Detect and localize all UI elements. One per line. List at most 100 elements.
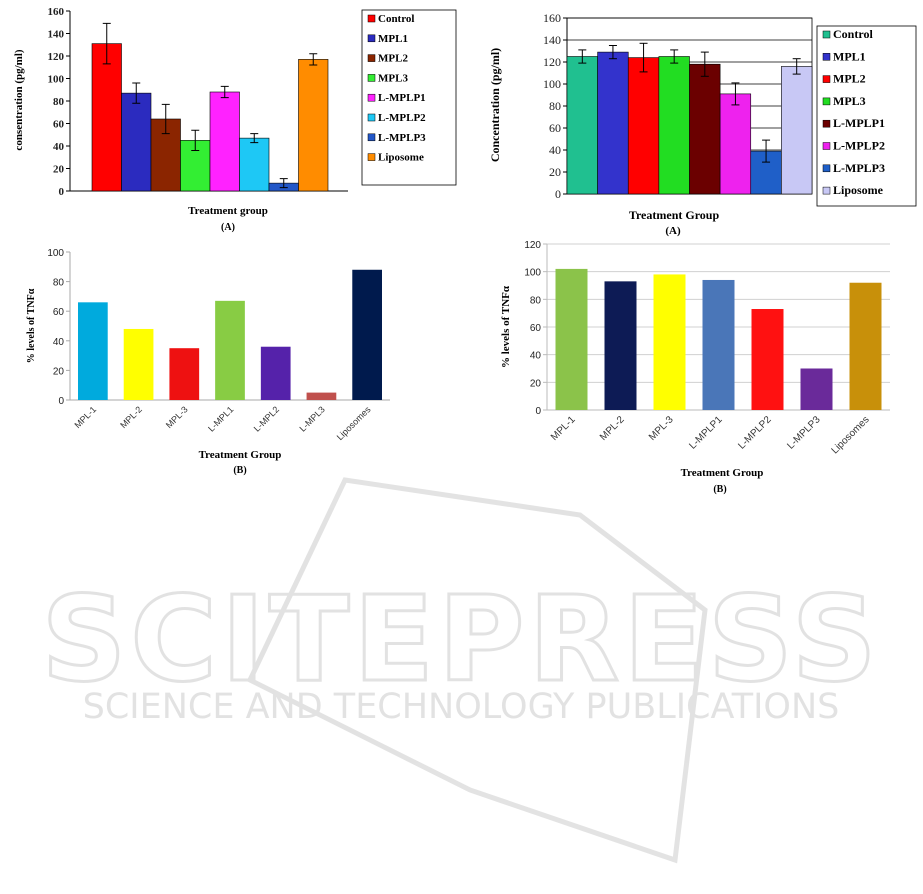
- bar-l-mpl1: [215, 300, 245, 400]
- y-tick-label: 20: [53, 164, 65, 176]
- y-tick-label: 80: [549, 99, 561, 113]
- y-axis-label: % levels of TNFα: [500, 285, 512, 368]
- x-axis-label: Treatment Group: [629, 208, 720, 222]
- bar-l-mplp2: [239, 137, 270, 192]
- legend-swatch: [367, 153, 376, 161]
- bar-mpl1: [597, 51, 629, 195]
- legend-entry: L-MPLP3: [833, 161, 885, 175]
- y-tick-label: 80: [530, 295, 542, 306]
- bar-l-mplp1: [689, 63, 721, 195]
- x-tick-label: L-MPLP2: [736, 414, 774, 452]
- bar-l-mplp1: [209, 91, 240, 192]
- legend-swatch: [367, 74, 376, 82]
- x-tick-label: MPL-2: [598, 414, 627, 443]
- y-tick-label: 60: [530, 323, 542, 334]
- legend-entry: MPL2: [378, 53, 408, 65]
- legend-box: [361, 9, 457, 186]
- legend-box: [816, 25, 917, 207]
- y-tick-label: 0: [59, 186, 65, 198]
- watermark-title: SCITEPRESS: [41, 570, 880, 708]
- x-tick-label: MPL-3: [647, 414, 676, 443]
- chart-caption: (A): [221, 222, 235, 233]
- chart-bottom-right: % levels of TNFα Treatment Group (B) 0 20…: [500, 240, 890, 495]
- y-tick-label: 140: [48, 29, 65, 41]
- bar-l-mplp1: [702, 279, 735, 410]
- bar-l-mplp2: [751, 309, 784, 410]
- y-tick-label: 60: [549, 121, 561, 135]
- legend-swatch: [822, 97, 831, 106]
- x-tick-label: Liposomes: [335, 404, 373, 442]
- bar-mpl1: [121, 92, 152, 192]
- y-tick-label: 20: [530, 378, 542, 389]
- y-tick-label: 80: [53, 278, 65, 289]
- chart-caption: (B): [713, 484, 726, 495]
- legend-entry: MPL3: [833, 94, 866, 108]
- x-axis-label: Treatment group: [188, 205, 268, 217]
- legend-swatch: [822, 75, 831, 83]
- x-tick-label: MPL-1: [72, 404, 98, 430]
- bar-mpl-1: [555, 268, 588, 410]
- x-tick-label: MPL-3: [164, 404, 190, 430]
- chart-caption: (B): [233, 465, 246, 476]
- legend-entry: Liposome: [378, 152, 424, 164]
- legend-swatch: [367, 14, 376, 23]
- y-tick-label: 40: [549, 143, 561, 157]
- y-tick-label: 40: [53, 141, 65, 153]
- watermark: SCITEPRESS SCIENCE AND TECHNOLOGY PUBLIC…: [40, 477, 880, 864]
- x-tick-label: L-MPLP3: [785, 414, 823, 452]
- legend-entry: Control: [378, 13, 414, 25]
- bar-control: [91, 43, 122, 192]
- y-tick-label: 40: [53, 337, 65, 348]
- bar-l-mplp2: [719, 93, 752, 195]
- chart-top-right: Concentration (pg/ml) Treatment Group (A…: [488, 11, 917, 237]
- x-axis-label: Treatment Group: [199, 449, 282, 461]
- legend-swatch: [367, 93, 376, 102]
- y-tick-label: 140: [543, 33, 561, 47]
- x-axis-label: Treatment Group: [681, 467, 764, 479]
- bar-mpl-2: [123, 328, 154, 400]
- legend-swatch: [822, 142, 831, 150]
- y-tick-label: 20: [53, 366, 65, 377]
- legend-swatch: [822, 30, 831, 39]
- y-tick-label: 100: [48, 74, 65, 86]
- bar-mpl-2: [604, 281, 637, 410]
- legend-entry: L-MPLP2: [378, 112, 426, 124]
- legend-swatch: [822, 186, 831, 195]
- chart-caption: (A): [665, 225, 681, 237]
- y-tick-label: 80: [53, 96, 65, 108]
- x-tick-label: L-MPLP1: [687, 414, 725, 452]
- legend-swatch: [822, 119, 831, 128]
- y-tick-label: 0: [58, 396, 64, 407]
- x-tick-label: MPL-2: [118, 404, 144, 430]
- bar-liposomes: [352, 269, 382, 400]
- y-tick-label: 120: [524, 240, 541, 251]
- bar-l-mpl2: [260, 346, 291, 400]
- y-tick-label: 60: [53, 119, 65, 131]
- watermark-subtitle: SCIENCE AND TECHNOLOGY PUBLICATIONS: [83, 687, 840, 727]
- legend-entry: MPL1: [378, 33, 408, 45]
- bar-mpl-3: [169, 348, 200, 400]
- x-tick-label: MPL-1: [549, 414, 578, 443]
- bar-mpl-1: [78, 302, 108, 400]
- y-tick-label: 160: [543, 11, 561, 25]
- legend-entry: L-MPLP1: [378, 92, 426, 104]
- y-tick-label: 0: [555, 187, 561, 201]
- legend-entry: Liposome: [833, 183, 884, 197]
- y-tick-label: 120: [48, 51, 65, 63]
- bar-mpl2: [627, 57, 660, 195]
- legend-swatch: [367, 54, 376, 62]
- y-tick-label: 100: [47, 248, 64, 259]
- legend-swatch: [367, 113, 376, 122]
- bar-liposome: [298, 59, 329, 192]
- y-tick-label: 0: [535, 406, 541, 417]
- bar-mpl-3: [653, 274, 686, 410]
- legend-swatch: [367, 34, 376, 43]
- y-axis-label: consentration (pg/ml): [13, 49, 25, 150]
- legend-entry: L-MPLP1: [833, 116, 885, 130]
- x-tick-label: L-MPL1: [206, 404, 235, 433]
- legend-swatch: [822, 53, 831, 61]
- bar-l-mpl3: [306, 392, 337, 400]
- y-tick-label: 120: [543, 55, 561, 69]
- y-tick-label: 20: [549, 165, 561, 179]
